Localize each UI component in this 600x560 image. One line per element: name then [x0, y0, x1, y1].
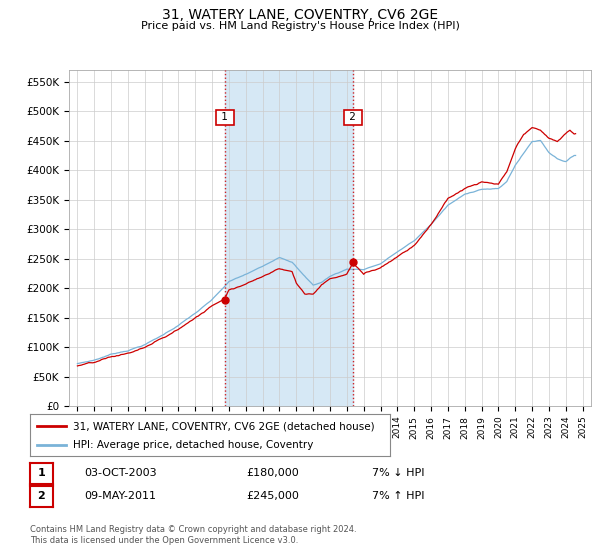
Text: HPI: Average price, detached house, Coventry: HPI: Average price, detached house, Cove…: [73, 440, 314, 450]
Text: Price paid vs. HM Land Registry's House Price Index (HPI): Price paid vs. HM Land Registry's House …: [140, 21, 460, 31]
Text: 7% ↓ HPI: 7% ↓ HPI: [372, 468, 425, 478]
Text: 03-OCT-2003: 03-OCT-2003: [84, 468, 157, 478]
Text: 7% ↑ HPI: 7% ↑ HPI: [372, 491, 425, 501]
Text: 31, WATERY LANE, COVENTRY, CV6 2GE: 31, WATERY LANE, COVENTRY, CV6 2GE: [162, 8, 438, 22]
Text: 1: 1: [38, 468, 45, 478]
Text: £245,000: £245,000: [246, 491, 299, 501]
Text: 31, WATERY LANE, COVENTRY, CV6 2GE (detached house): 31, WATERY LANE, COVENTRY, CV6 2GE (deta…: [73, 421, 375, 431]
Text: Contains HM Land Registry data © Crown copyright and database right 2024.
This d: Contains HM Land Registry data © Crown c…: [30, 525, 356, 545]
Text: 2: 2: [346, 112, 359, 122]
Text: 09-MAY-2011: 09-MAY-2011: [84, 491, 156, 501]
Text: 2: 2: [38, 491, 45, 501]
Text: £180,000: £180,000: [246, 468, 299, 478]
Text: 1: 1: [218, 112, 232, 122]
